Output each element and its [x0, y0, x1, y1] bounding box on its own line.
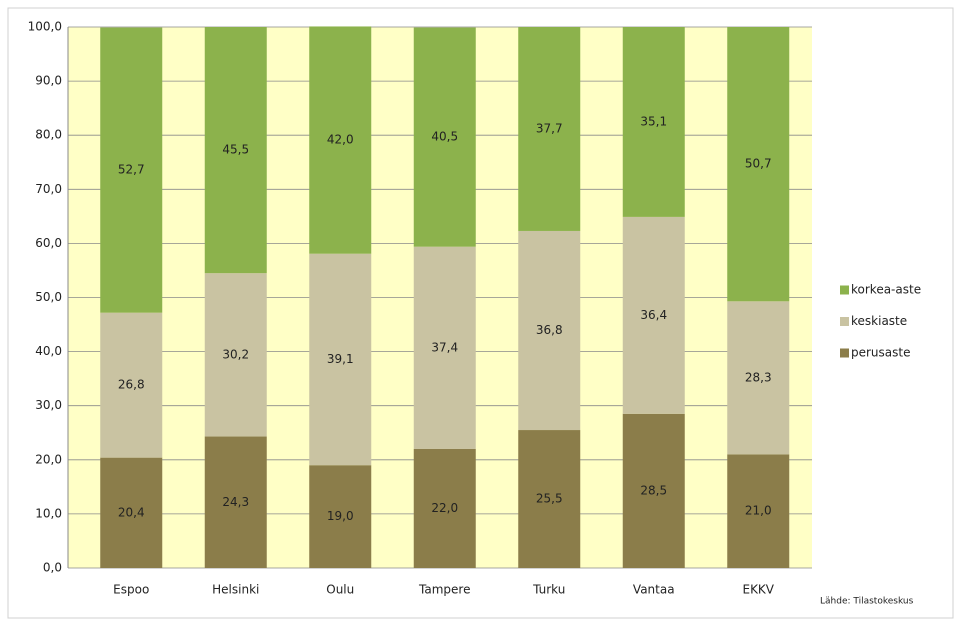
data-label: 52,7: [118, 163, 145, 177]
bar-segment: [204, 273, 267, 437]
data-label: 30,2: [222, 347, 249, 361]
data-label: 36,4: [640, 308, 667, 322]
legend-swatch: [840, 285, 849, 295]
y-tick-label: 70,0: [35, 182, 62, 196]
legend-label: korkea-aste: [851, 283, 921, 297]
x-tick-label: EKKV: [742, 583, 774, 597]
y-tick-label: 10,0: [35, 506, 62, 520]
x-tick-label: Oulu: [326, 583, 354, 597]
data-label: 36,8: [536, 323, 563, 337]
y-tick-label: 100,0: [28, 20, 62, 34]
data-label: 26,8: [118, 378, 145, 392]
data-label: 28,3: [745, 370, 772, 384]
bar-segment: [100, 27, 163, 313]
x-tick-label: Turku: [532, 583, 565, 597]
bar-segment: [727, 454, 790, 568]
legend-label: perusaste: [851, 346, 910, 360]
y-tick-label: 90,0: [35, 74, 62, 88]
bar-segment: [727, 301, 790, 455]
bar-segment: [204, 436, 267, 568]
data-label: 22,0: [431, 501, 458, 515]
bar-segment: [413, 246, 476, 449]
bar-segment: [518, 27, 581, 231]
bar-segment: [518, 230, 581, 431]
legend-swatch: [840, 348, 849, 358]
source: Lähde: Tilastokeskus: [820, 597, 914, 607]
y-tick-label: 20,0: [35, 452, 62, 466]
bar-segment: [309, 253, 372, 466]
data-label: 35,1: [640, 114, 667, 128]
bar-segment: [309, 465, 372, 568]
data-label: 19,0: [327, 509, 354, 523]
data-label: 50,7: [745, 157, 772, 171]
data-label: 39,1: [327, 352, 354, 366]
bar-segment: [309, 26, 372, 254]
data-label: 20,4: [118, 505, 145, 519]
x-tick-label: Espoo: [113, 583, 149, 597]
data-label: 45,5: [222, 143, 249, 157]
data-label: 42,0: [327, 133, 354, 147]
y-tick-label: 60,0: [35, 236, 62, 250]
y-tick-label: 80,0: [35, 128, 62, 142]
data-label: 21,0: [745, 504, 772, 518]
data-label: 40,5: [431, 130, 458, 144]
y-tick-label: 0,0: [43, 561, 62, 575]
bar-segment: [100, 312, 163, 458]
bar-segment: [518, 430, 581, 568]
y-tick-label: 30,0: [35, 398, 62, 412]
bar-segment: [727, 27, 790, 302]
bar-segment: [413, 448, 476, 568]
bar-segment: [622, 216, 685, 414]
x-tick-label: Helsinki: [212, 583, 259, 597]
data-label: 37,4: [431, 340, 458, 354]
bar-segment: [622, 27, 685, 217]
legend-swatch: [840, 317, 849, 326]
bar-segment: [204, 27, 267, 274]
x-tick-label: Vantaa: [633, 583, 675, 597]
bar-segment: [622, 413, 685, 568]
legend-label: keskiaste: [851, 314, 907, 328]
data-label: 28,5: [640, 483, 667, 497]
data-label: 37,7: [536, 121, 563, 135]
x-tick-label: Tampere: [418, 583, 470, 597]
data-label: 24,3: [222, 495, 249, 509]
y-tick-label: 40,0: [35, 344, 62, 358]
y-tick-label: 50,0: [35, 290, 62, 304]
bar-segment: [413, 27, 476, 247]
bar-segment: [100, 457, 163, 568]
data-label: 25,5: [536, 492, 563, 506]
